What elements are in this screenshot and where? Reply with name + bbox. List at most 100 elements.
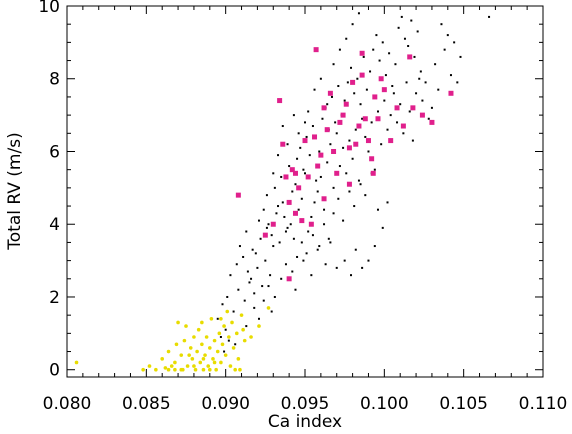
data-point-series-1: [405, 81, 408, 84]
data-point-series-1: [278, 241, 281, 244]
data-point-series-2: [305, 174, 311, 180]
data-point-series-3: [166, 349, 171, 354]
data-point-series-1: [270, 234, 273, 237]
data-point-series-3: [209, 317, 214, 321]
data-point-series-1: [410, 19, 413, 22]
data-point-series-1: [226, 295, 229, 298]
data-point-series-3: [225, 309, 230, 314]
data-point-series-1: [350, 274, 353, 277]
data-point-series-1: [313, 201, 316, 204]
data-point-series-1: [277, 154, 280, 157]
data-point-series-1: [383, 99, 386, 102]
data-point-series-1: [394, 63, 397, 66]
data-point-series-1: [289, 223, 292, 226]
data-point-series-3: [169, 364, 174, 368]
data-point-series-1: [256, 266, 259, 269]
data-point-series-1: [305, 135, 308, 138]
data-point-series-1: [403, 37, 406, 40]
data-point-series-2: [362, 116, 368, 122]
data-point-series-1: [324, 263, 327, 266]
data-point-series-1: [302, 168, 305, 171]
data-point-series-1: [302, 259, 305, 262]
data-point-series-1: [424, 81, 427, 84]
data-point-series-1: [262, 299, 265, 302]
data-point-series-3: [179, 353, 184, 357]
data-point-series-1: [430, 106, 433, 109]
data-point-series-2: [235, 192, 241, 198]
data-point-series-2: [375, 116, 381, 122]
data-point-series-2: [299, 218, 305, 224]
data-point-series-1: [376, 208, 379, 211]
data-point-series-1: [284, 230, 287, 233]
data-point-series-1: [456, 81, 459, 84]
data-point-series-1: [286, 143, 289, 146]
data-point-series-2: [321, 105, 327, 111]
data-point-series-1: [415, 92, 418, 95]
data-point-series-3: [206, 364, 211, 368]
data-point-series-3: [223, 353, 228, 357]
data-point-series-1: [296, 157, 299, 160]
data-point-series-1: [224, 328, 227, 331]
data-point-series-2: [321, 196, 327, 202]
data-point-series-1: [446, 34, 449, 37]
data-point-series-1: [281, 125, 284, 128]
data-point-series-2: [356, 123, 362, 129]
data-point-series-1: [280, 277, 283, 280]
data-point-series-1: [318, 245, 321, 248]
data-point-series-3: [185, 364, 190, 368]
data-point-series-1: [342, 219, 345, 222]
data-point-series-2: [346, 181, 352, 187]
data-point-series-1: [265, 194, 268, 197]
axis-ticks: 0.080 0.085 0.090 0.095 0.100 0.105 0.110 0 2 4 6 8…: [38, 0, 567, 414]
data-point-series-1: [381, 41, 384, 44]
data-point-series-1: [357, 12, 360, 15]
data-point-series-1: [348, 139, 351, 142]
data-point-series-1: [273, 186, 276, 189]
data-point-series-1: [364, 194, 367, 197]
data-point-series-1: [235, 263, 238, 266]
data-point-series-1: [400, 15, 403, 18]
data-point-series-1: [342, 146, 345, 149]
data-point-series-3: [236, 357, 241, 361]
data-point-series-1: [337, 85, 340, 88]
data-point-series-1: [367, 150, 370, 153]
data-point-series-1: [245, 230, 248, 233]
data-point-series-1: [337, 197, 340, 200]
data-point-series-1: [378, 59, 381, 62]
data-point-series-1: [348, 190, 351, 193]
data-point-series-3: [141, 367, 145, 372]
data-point-series-2: [289, 167, 295, 173]
data-point-series-1: [288, 165, 291, 168]
data-point-series-1: [318, 150, 321, 153]
data-point-series-3: [192, 364, 196, 368]
data-point-series-1: [389, 114, 392, 117]
data-point-series-1: [313, 88, 316, 91]
data-point-series-2: [419, 112, 425, 118]
data-point-series-3: [219, 360, 223, 365]
data-point-series-1: [346, 81, 349, 84]
data-point-series-3: [217, 331, 222, 336]
data-point-series-1: [227, 339, 230, 342]
data-point-series-3: [200, 342, 204, 347]
data-point-series-2: [410, 105, 416, 111]
data-point-series-1: [280, 175, 283, 178]
data-point-series-3: [203, 353, 207, 357]
data-point-series-2: [262, 232, 268, 238]
data-point-series-1: [219, 335, 222, 338]
data-point-series-1: [294, 183, 297, 186]
data-point-series-1: [300, 241, 303, 244]
data-point-series-1: [257, 317, 260, 320]
data-point-series-2: [340, 112, 346, 118]
data-point-series-1: [221, 303, 224, 306]
data-point-series-1: [273, 295, 276, 298]
data-point-series-1: [413, 55, 416, 58]
data-point-series-1: [373, 168, 376, 171]
data-point-series-1: [326, 103, 329, 106]
data-point-series-1: [257, 219, 260, 222]
data-point-series-1: [267, 285, 270, 288]
data-point-series-3: [234, 331, 239, 336]
data-point-series-2: [353, 141, 359, 147]
x-tick-label: 0.080: [43, 394, 92, 414]
data-point-series-3: [187, 353, 191, 357]
data-point-series-3: [230, 320, 234, 325]
